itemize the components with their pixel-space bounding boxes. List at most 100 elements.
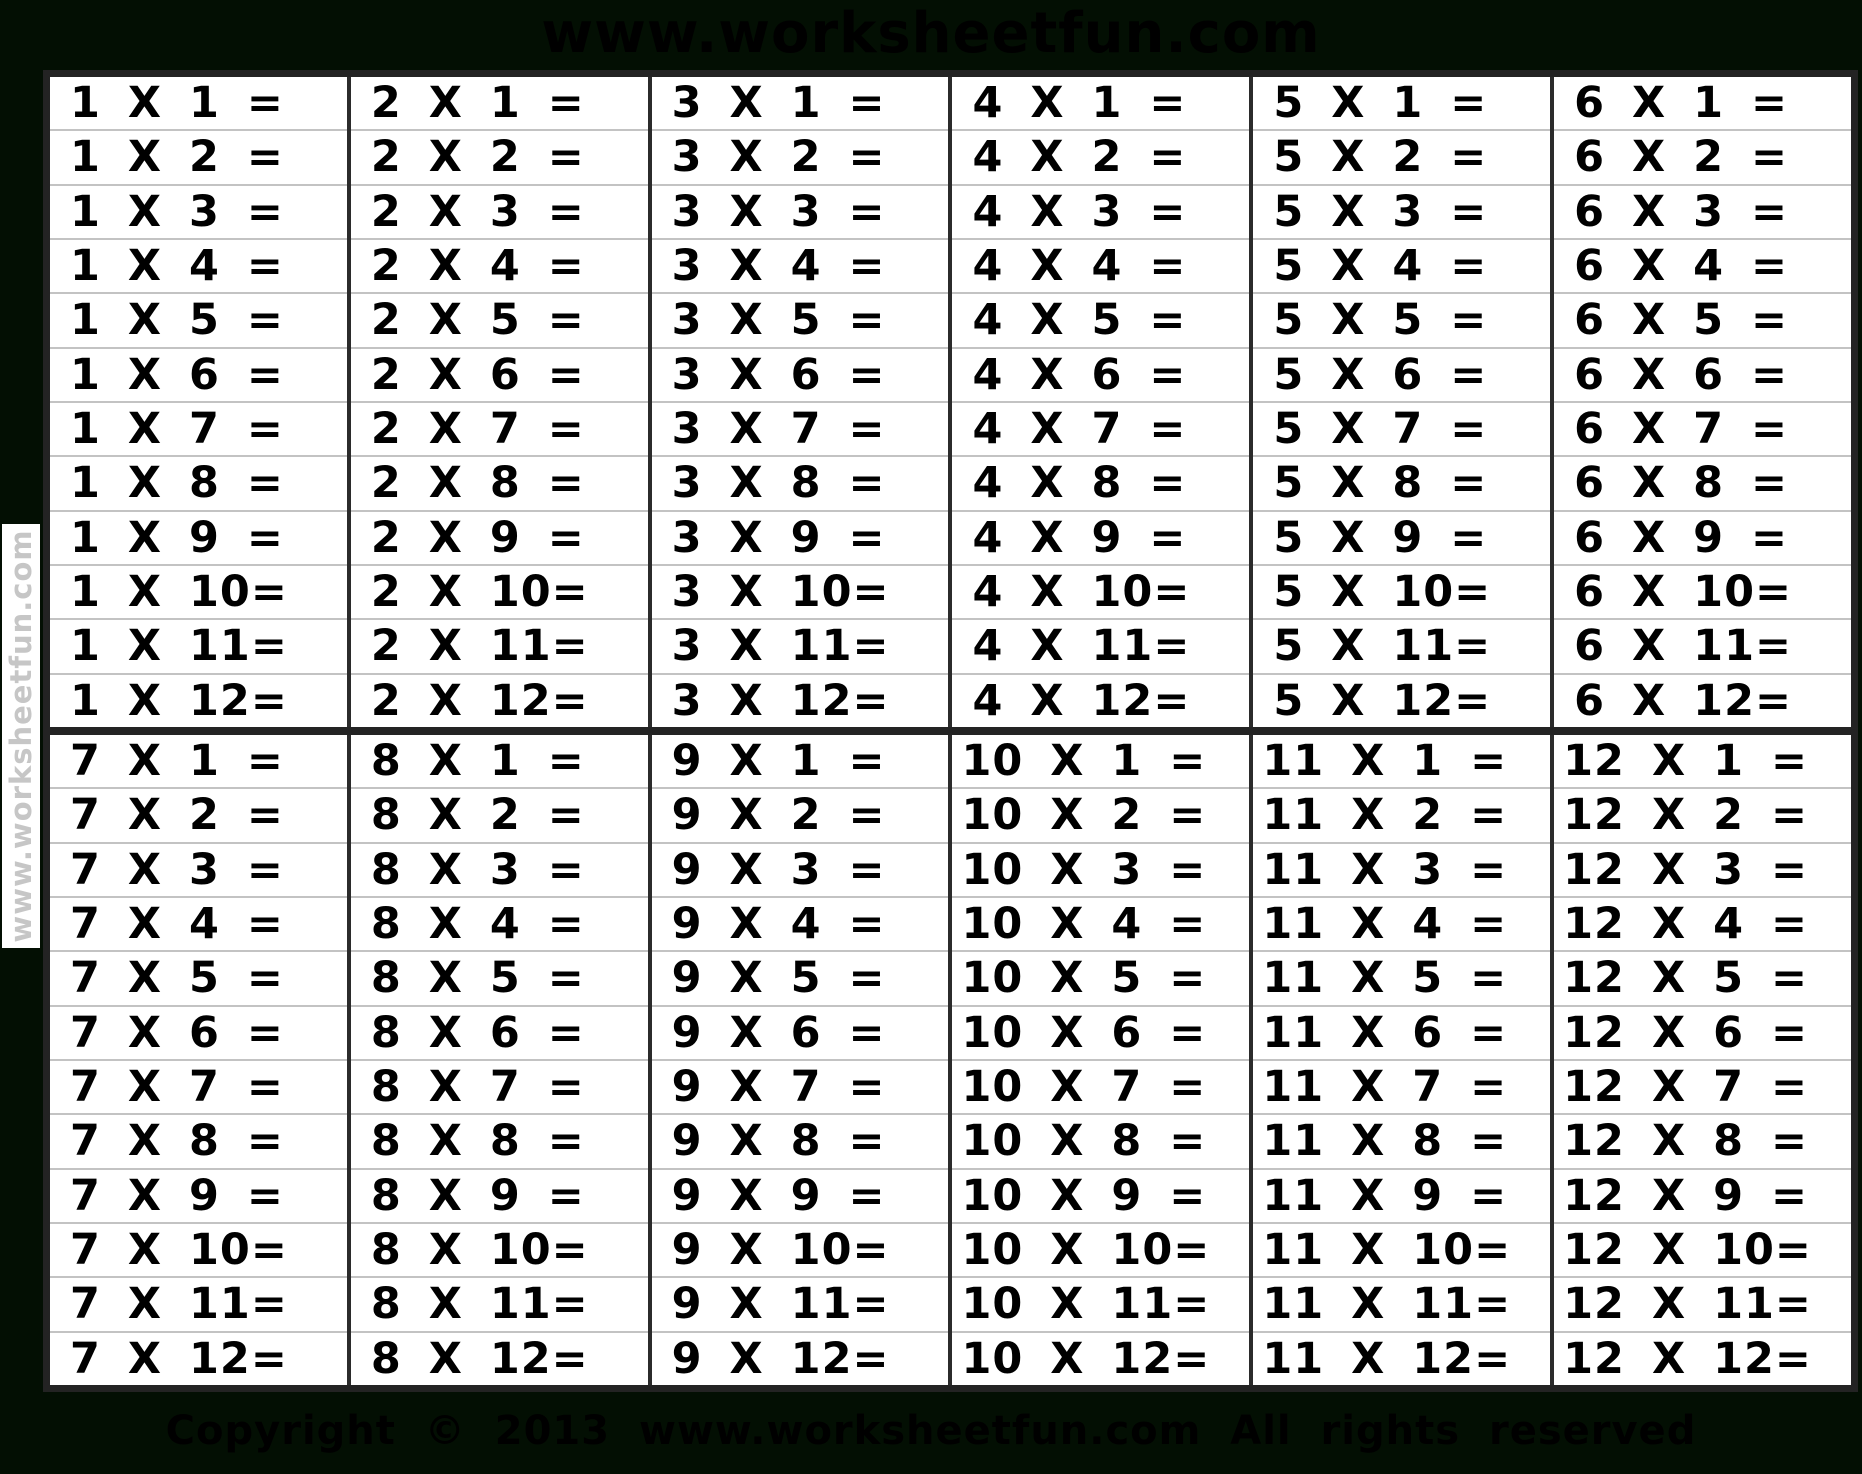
table-cell: 4 X 4 = <box>952 237 1250 293</box>
table-cell: 1 X 10= <box>50 563 347 619</box>
table-cell: 10 X 5 = <box>952 950 1250 1005</box>
table-cell: 6 X 6 = <box>1554 346 1851 401</box>
table-group-top: 1 X 1 = 1 X 2 = 1 X 3 = 1 X 4 = 1 X 5 = 1 X 6… <box>50 77 1851 727</box>
table-cell: 7 X 1 = <box>50 735 347 788</box>
table-cell: 8 X 8 = <box>350 1113 648 1168</box>
table-cell: 6 X 8 = <box>1554 455 1851 510</box>
table-cell: 11 X 7 = <box>1253 1058 1551 1114</box>
table-cell: 1 X 2 = <box>50 129 347 184</box>
table-cell: 2 X 10= <box>350 563 648 619</box>
table-cell: 7 X 6 = <box>50 1004 347 1059</box>
times-table-5: 5 X 1 = 5 X 2 = 5 X 3 = 5 X 4 = 5 X 5 = 5 X 6… <box>1249 77 1551 727</box>
table-cell: 11 X 6 = <box>1253 1004 1551 1059</box>
table-cell: 2 X 9 = <box>350 509 648 564</box>
table-cell: 10 X 10= <box>952 1221 1250 1277</box>
table-cell: 2 X 6 = <box>350 346 648 401</box>
table-cell: 11 X 8 = <box>1253 1113 1551 1168</box>
table-cell: 2 X 4 = <box>350 237 648 293</box>
times-table-9: 9 X 1 = 9 X 2 = 9 X 3 = 9 X 4 = 9 X 5 = 9 X 6… <box>647 735 949 1385</box>
table-cell: 3 X 6 = <box>651 346 949 401</box>
table-cell: 5 X 3 = <box>1253 183 1551 238</box>
table-cell: 1 X 1 = <box>50 77 347 130</box>
table-cell: 6 X 1 = <box>1554 77 1851 130</box>
table-cell: 9 X 8 = <box>651 1113 949 1168</box>
table-cell: 9 X 11= <box>651 1276 949 1331</box>
table-cell: 10 X 2 = <box>952 787 1250 842</box>
table-cell: 8 X 6 = <box>350 1004 648 1059</box>
table-cell: 5 X 2 = <box>1253 129 1551 184</box>
table-cell: 2 X 3 = <box>350 183 648 238</box>
table-cell: 8 X 2 = <box>350 787 648 842</box>
table-cell: 9 X 7 = <box>651 1058 949 1114</box>
table-cell: 8 X 12= <box>350 1330 648 1385</box>
table-cell: 11 X 12= <box>1253 1330 1551 1385</box>
table-cell: 12 X 12= <box>1554 1330 1851 1385</box>
table-cell: 8 X 4 = <box>350 895 648 951</box>
table-cell: 11 X 4 = <box>1253 895 1551 951</box>
table-cell: 9 X 10= <box>651 1221 949 1277</box>
table-cell: 3 X 12= <box>651 672 949 727</box>
table-cell: 5 X 9 = <box>1253 509 1551 564</box>
multiplication-table: 1 X 1 = 1 X 2 = 1 X 3 = 1 X 4 = 1 X 5 = 1 X 6… <box>43 70 1858 1392</box>
table-cell: 10 X 12= <box>952 1330 1250 1385</box>
times-table-11: 11 X 1 = 11 X 2 = 11 X 3 = 11 X 4 = 11 X 5 =… <box>1249 735 1551 1385</box>
table-cell: 3 X 8 = <box>651 455 949 510</box>
table-cell: 9 X 6 = <box>651 1004 949 1059</box>
table-cell: 10 X 8 = <box>952 1113 1250 1168</box>
table-cell: 12 X 8 = <box>1554 1113 1851 1168</box>
table-cell: 1 X 9 = <box>50 509 347 564</box>
table-cell: 12 X 6 = <box>1554 1004 1851 1059</box>
table-cell: 11 X 3 = <box>1253 841 1551 896</box>
table-cell: 4 X 10= <box>952 563 1250 619</box>
table-cell: 1 X 12= <box>50 672 347 727</box>
table-cell: 4 X 6 = <box>952 346 1250 401</box>
table-cell: 9 X 9 = <box>651 1167 949 1222</box>
table-cell: 9 X 5 = <box>651 950 949 1005</box>
table-cell: 4 X 5 = <box>952 292 1250 347</box>
table-cell: 12 X 5 = <box>1554 950 1851 1005</box>
table-cell: 9 X 1 = <box>651 735 949 788</box>
table-cell: 5 X 11= <box>1253 618 1551 673</box>
table-cell: 5 X 12= <box>1253 672 1551 727</box>
table-cell: 5 X 5 = <box>1253 292 1551 347</box>
table-cell: 4 X 3 = <box>952 183 1250 238</box>
table-cell: 4 X 7 = <box>952 400 1250 456</box>
copyright-line: Copyright © 2013 www.worksheetfun.com Al… <box>165 1408 1697 1454</box>
table-cell: 3 X 7 = <box>651 400 949 456</box>
table-cell: 7 X 8 = <box>50 1113 347 1168</box>
table-cell: 5 X 1 = <box>1253 77 1551 130</box>
times-table-8: 8 X 1 = 8 X 2 = 8 X 3 = 8 X 4 = 8 X 5 = 8 X 6… <box>346 735 648 1385</box>
table-cell: 4 X 1 = <box>952 77 1250 130</box>
table-cell: 4 X 11= <box>952 618 1250 673</box>
watermark-strip: www.worksheetfun.com <box>2 524 40 948</box>
table-cell: 6 X 2 = <box>1554 129 1851 184</box>
table-cell: 7 X 5 = <box>50 950 347 1005</box>
times-table-10: 10 X 1 = 10 X 2 = 10 X 3 = 10 X 4 = 10 X 5 =… <box>948 735 1250 1385</box>
table-cell: 12 X 4 = <box>1554 895 1851 951</box>
table-cell: 7 X 9 = <box>50 1167 347 1222</box>
table-cell: 3 X 11= <box>651 618 949 673</box>
table-cell: 4 X 2 = <box>952 129 1250 184</box>
table-cell: 9 X 3 = <box>651 841 949 896</box>
table-cell: 10 X 9 = <box>952 1167 1250 1222</box>
table-cell: 7 X 3 = <box>50 841 347 896</box>
table-cell: 3 X 5 = <box>651 292 949 347</box>
table-cell: 4 X 9 = <box>952 509 1250 564</box>
table-cell: 5 X 6 = <box>1253 346 1551 401</box>
table-cell: 11 X 11= <box>1253 1276 1551 1331</box>
table-cell: 6 X 5 = <box>1554 292 1851 347</box>
site-title: www.worksheetfun.com <box>541 1 1321 66</box>
table-cell: 7 X 10= <box>50 1221 347 1277</box>
table-cell: 12 X 3 = <box>1554 841 1851 896</box>
table-cell: 5 X 8 = <box>1253 455 1551 510</box>
table-cell: 9 X 12= <box>651 1330 949 1385</box>
table-cell: 5 X 4 = <box>1253 237 1551 293</box>
times-table-4: 4 X 1 = 4 X 2 = 4 X 3 = 4 X 4 = 4 X 5 = 4 X 6… <box>948 77 1250 727</box>
table-cell: 5 X 10= <box>1253 563 1551 619</box>
table-cell: 3 X 3 = <box>651 183 949 238</box>
table-cell: 2 X 8 = <box>350 455 648 510</box>
group-divider <box>50 727 1851 735</box>
table-cell: 9 X 2 = <box>651 787 949 842</box>
times-table-6: 6 X 1 = 6 X 2 = 6 X 3 = 6 X 4 = 6 X 5 = 6 X 6… <box>1550 77 1851 727</box>
